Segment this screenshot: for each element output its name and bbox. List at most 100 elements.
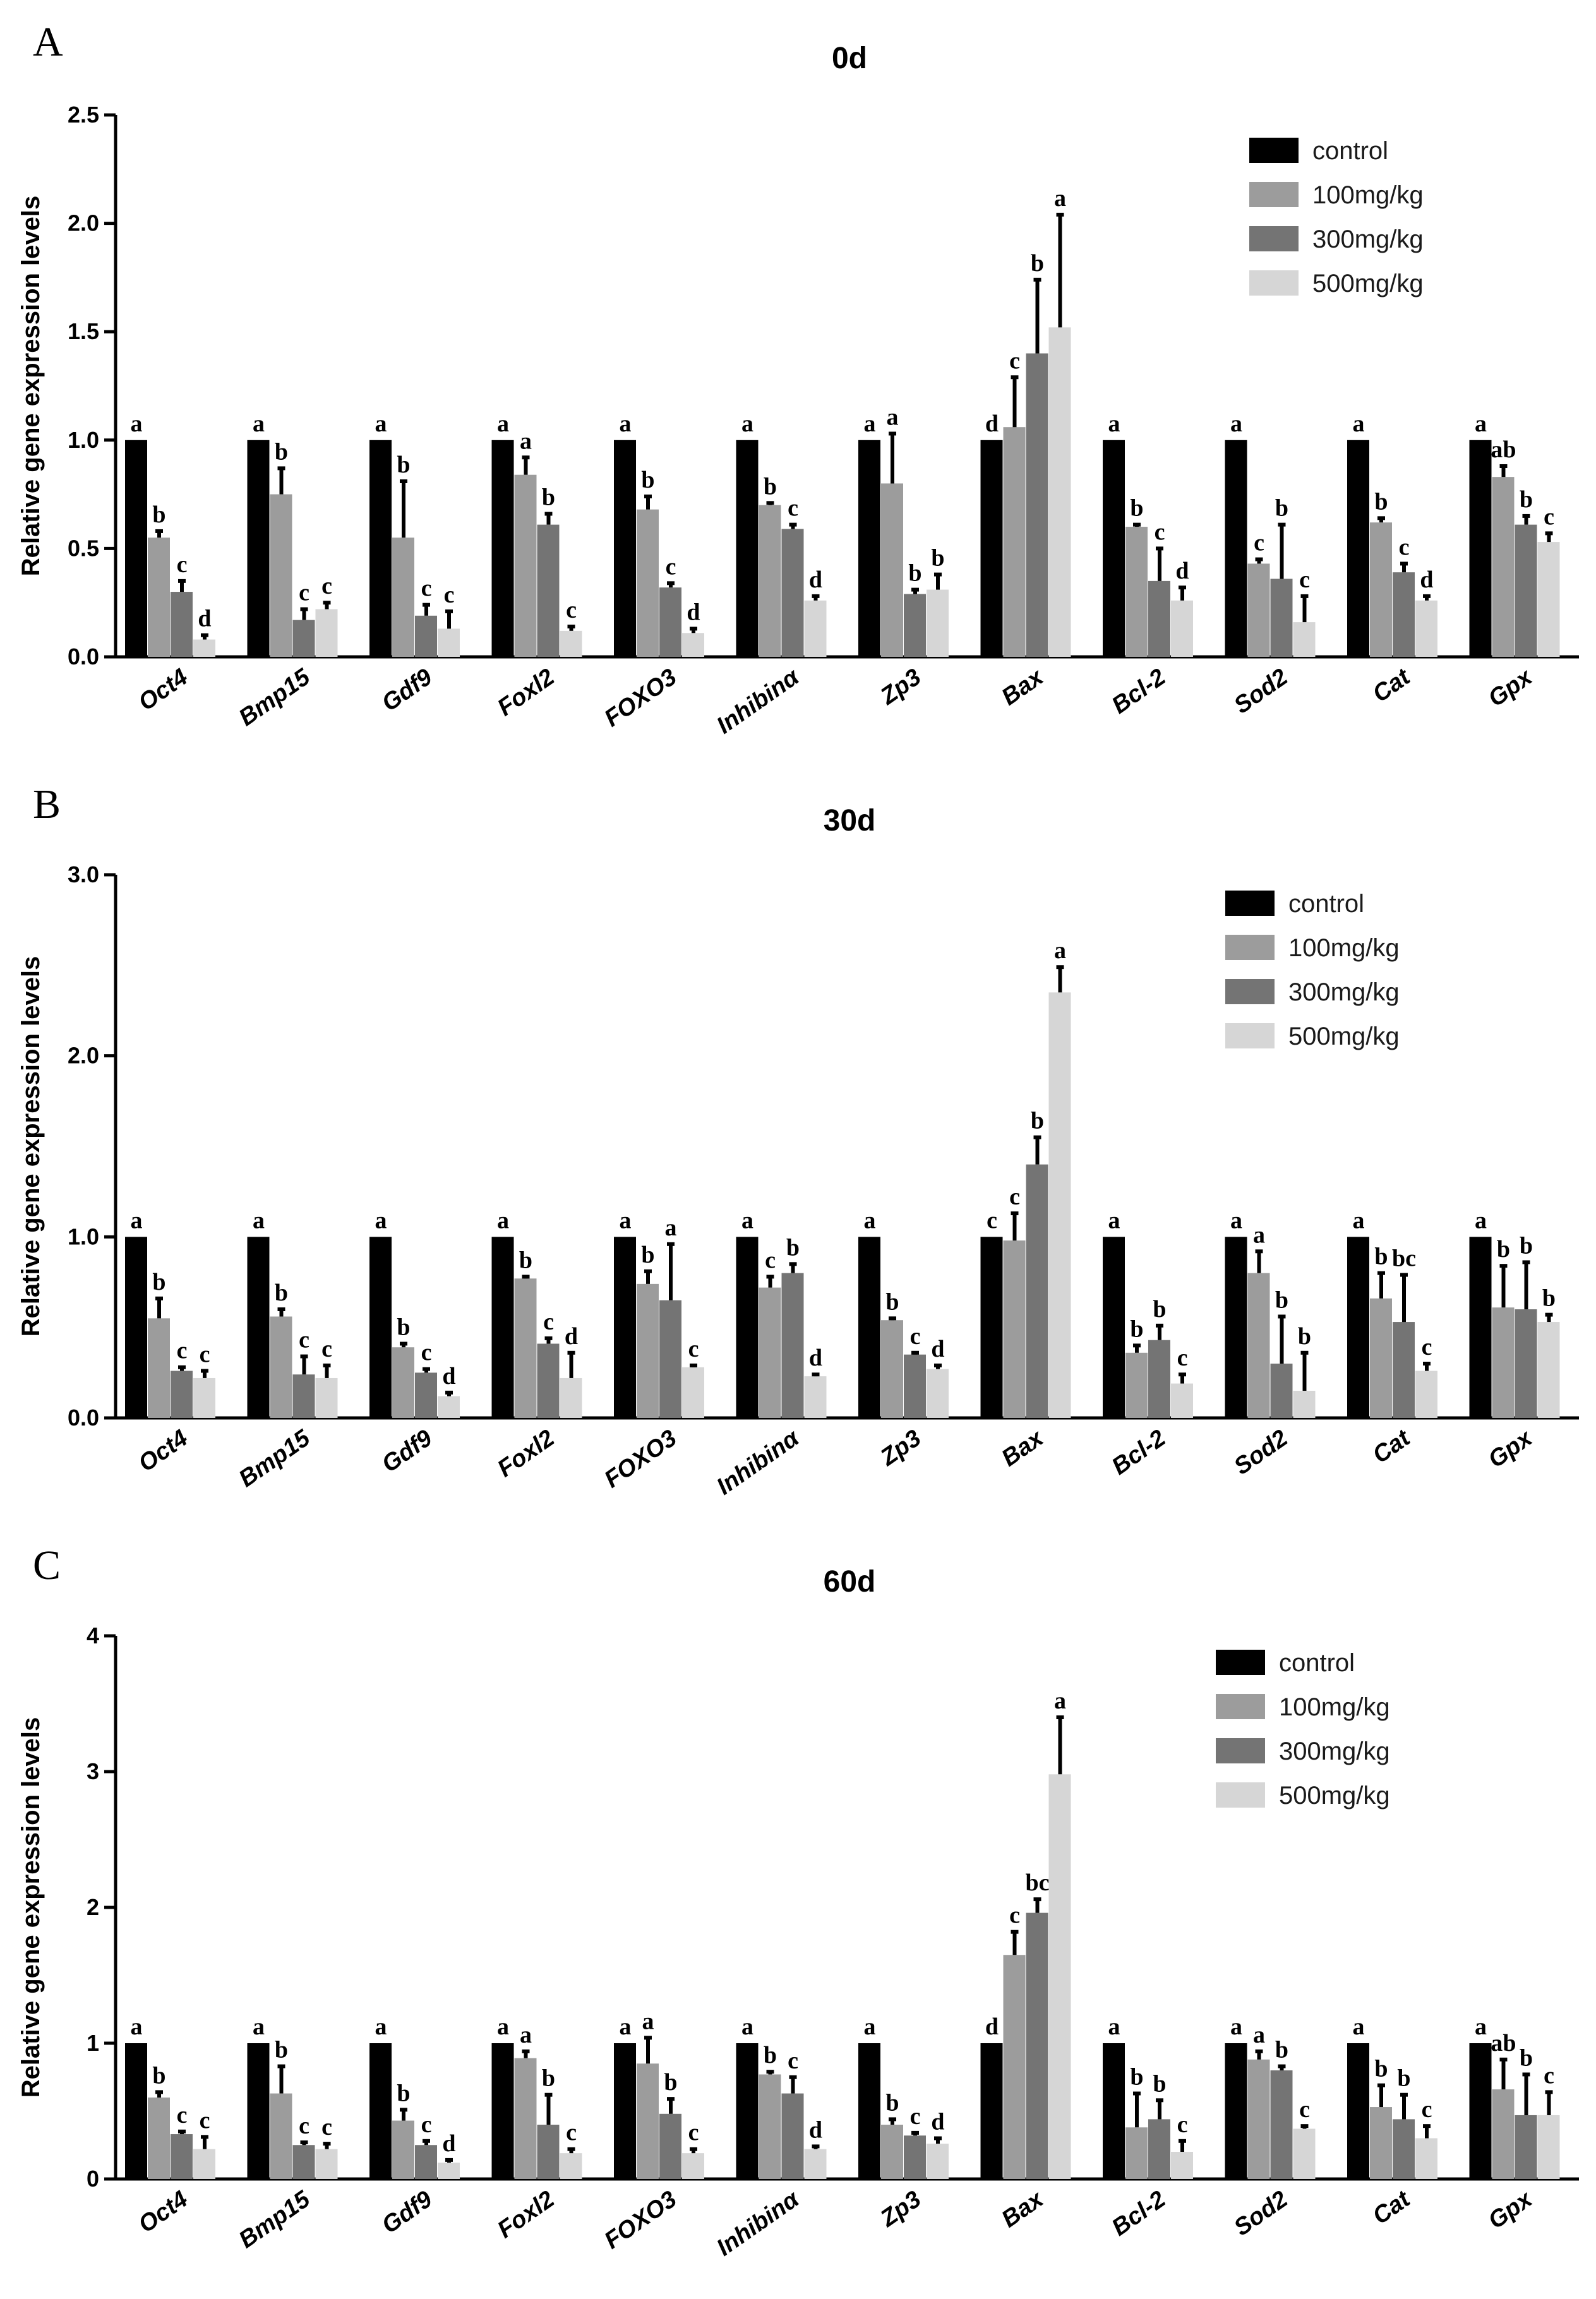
significance-label: c bbox=[200, 1341, 210, 1367]
significance-label: b bbox=[542, 484, 555, 510]
significance-label: a bbox=[375, 2014, 387, 2040]
bar bbox=[881, 2125, 903, 2179]
panel-letter: C bbox=[33, 1542, 61, 1588]
bar bbox=[1148, 1340, 1170, 1418]
bar bbox=[1026, 1164, 1048, 1418]
significance-label: d bbox=[1420, 567, 1433, 593]
bar bbox=[1415, 2138, 1437, 2179]
significance-label: b bbox=[152, 2062, 165, 2089]
bar bbox=[1370, 522, 1392, 657]
significance-label: b bbox=[1374, 488, 1388, 515]
significance-label: a bbox=[1230, 411, 1242, 437]
bar bbox=[804, 2149, 827, 2179]
x-tick-label: Gpx bbox=[1484, 1424, 1538, 1474]
bar bbox=[193, 1378, 215, 1418]
significance-label: b bbox=[1153, 1296, 1166, 1323]
bar bbox=[1171, 600, 1193, 657]
significance-label: c bbox=[177, 551, 188, 578]
legend-swatch bbox=[1225, 979, 1275, 1004]
y-tick-label: 2.0 bbox=[68, 1043, 99, 1069]
bar bbox=[736, 440, 759, 657]
bar bbox=[193, 2149, 215, 2179]
bar bbox=[759, 1287, 781, 1418]
y-tick-label: 1.0 bbox=[68, 1223, 99, 1249]
significance-label: a bbox=[864, 2014, 876, 2040]
bar bbox=[1270, 579, 1293, 657]
bar bbox=[881, 1320, 903, 1418]
x-tick-label: Bmp15 bbox=[234, 1424, 316, 1492]
x-tick-label: Gdf9 bbox=[377, 664, 437, 717]
bar bbox=[270, 1316, 292, 1418]
legend-swatch bbox=[1216, 1650, 1265, 1675]
significance-label: b bbox=[641, 1242, 654, 1268]
bar bbox=[736, 1237, 759, 1418]
chart-title: 0d bbox=[832, 42, 867, 75]
bar bbox=[491, 2043, 514, 2179]
significance-label: d bbox=[198, 606, 211, 632]
legend-label: control bbox=[1288, 890, 1364, 918]
bar bbox=[1393, 2119, 1415, 2179]
y-tick-label: 1.5 bbox=[68, 318, 99, 344]
significance-label: ab bbox=[1491, 436, 1516, 463]
x-tick-label: Oct4 bbox=[134, 1425, 193, 1477]
significance-label: b bbox=[1031, 250, 1044, 277]
significance-label: b bbox=[1374, 2056, 1388, 2082]
x-tick-label: Foxl2 bbox=[493, 664, 559, 721]
significance-label: b bbox=[1520, 2044, 1533, 2071]
bar bbox=[614, 1237, 636, 1418]
significance-label: b bbox=[1542, 1285, 1556, 1312]
bar bbox=[904, 1354, 926, 1418]
bar bbox=[1469, 440, 1492, 657]
bar bbox=[980, 2043, 1003, 2179]
significance-label: b bbox=[885, 1288, 899, 1315]
significance-label: b bbox=[1520, 1232, 1533, 1259]
significance-label: b bbox=[542, 2065, 555, 2092]
bar bbox=[804, 600, 827, 657]
significance-label: b bbox=[1275, 1287, 1288, 1313]
bar bbox=[1103, 2043, 1125, 2179]
bar bbox=[315, 1378, 338, 1418]
bar bbox=[1225, 1237, 1247, 1418]
significance-label: a bbox=[1475, 411, 1487, 437]
significance-label: ab bbox=[1491, 2030, 1516, 2056]
significance-label: b bbox=[1275, 2037, 1288, 2063]
significance-label: c bbox=[1155, 519, 1165, 545]
significance-label: a bbox=[1054, 937, 1066, 964]
significance-label: a bbox=[375, 411, 387, 437]
bar bbox=[292, 2145, 315, 2179]
significance-label: a bbox=[620, 411, 632, 437]
x-tick-label: FOXO3 bbox=[600, 2186, 682, 2254]
bar bbox=[1048, 1774, 1071, 2179]
panel-b: B 30d Relative gene expression levels 0.0 1.… bbox=[17, 781, 1579, 1500]
y-tick-label: 0.0 bbox=[68, 644, 99, 669]
bar bbox=[1125, 2127, 1148, 2179]
legend-swatch bbox=[1225, 891, 1275, 916]
bar bbox=[270, 494, 292, 657]
bar bbox=[637, 1283, 659, 1418]
bar bbox=[392, 1347, 414, 1418]
bar bbox=[682, 2153, 704, 2179]
significance-label: b bbox=[1153, 2070, 1166, 2097]
x-tick-label: Gpx bbox=[1484, 2185, 1538, 2235]
significance-label: c bbox=[1299, 2096, 1310, 2123]
legend-label: 500mg/kg bbox=[1288, 1023, 1400, 1050]
bar bbox=[514, 2058, 537, 2179]
bar bbox=[1347, 2043, 1369, 2179]
panel-letter: A bbox=[33, 19, 63, 65]
bar bbox=[1393, 1322, 1415, 1418]
bar bbox=[659, 2113, 681, 2179]
legend-label: 500mg/kg bbox=[1312, 270, 1424, 297]
significance-label: d bbox=[442, 2130, 455, 2157]
bar bbox=[560, 1378, 582, 1418]
significance-label: b bbox=[1031, 1108, 1044, 1134]
panel-a: A 0d Relative gene expression levels 0.0 0.5… bbox=[17, 19, 1579, 739]
bar bbox=[637, 509, 659, 657]
bar bbox=[1026, 353, 1048, 657]
bar bbox=[171, 592, 193, 657]
bar bbox=[171, 1371, 193, 1418]
bar bbox=[1537, 542, 1560, 657]
bar bbox=[614, 440, 636, 657]
bar bbox=[292, 1374, 315, 1418]
x-tick-label: Zp3 bbox=[875, 2186, 926, 2233]
significance-label: a bbox=[253, 2014, 265, 2040]
